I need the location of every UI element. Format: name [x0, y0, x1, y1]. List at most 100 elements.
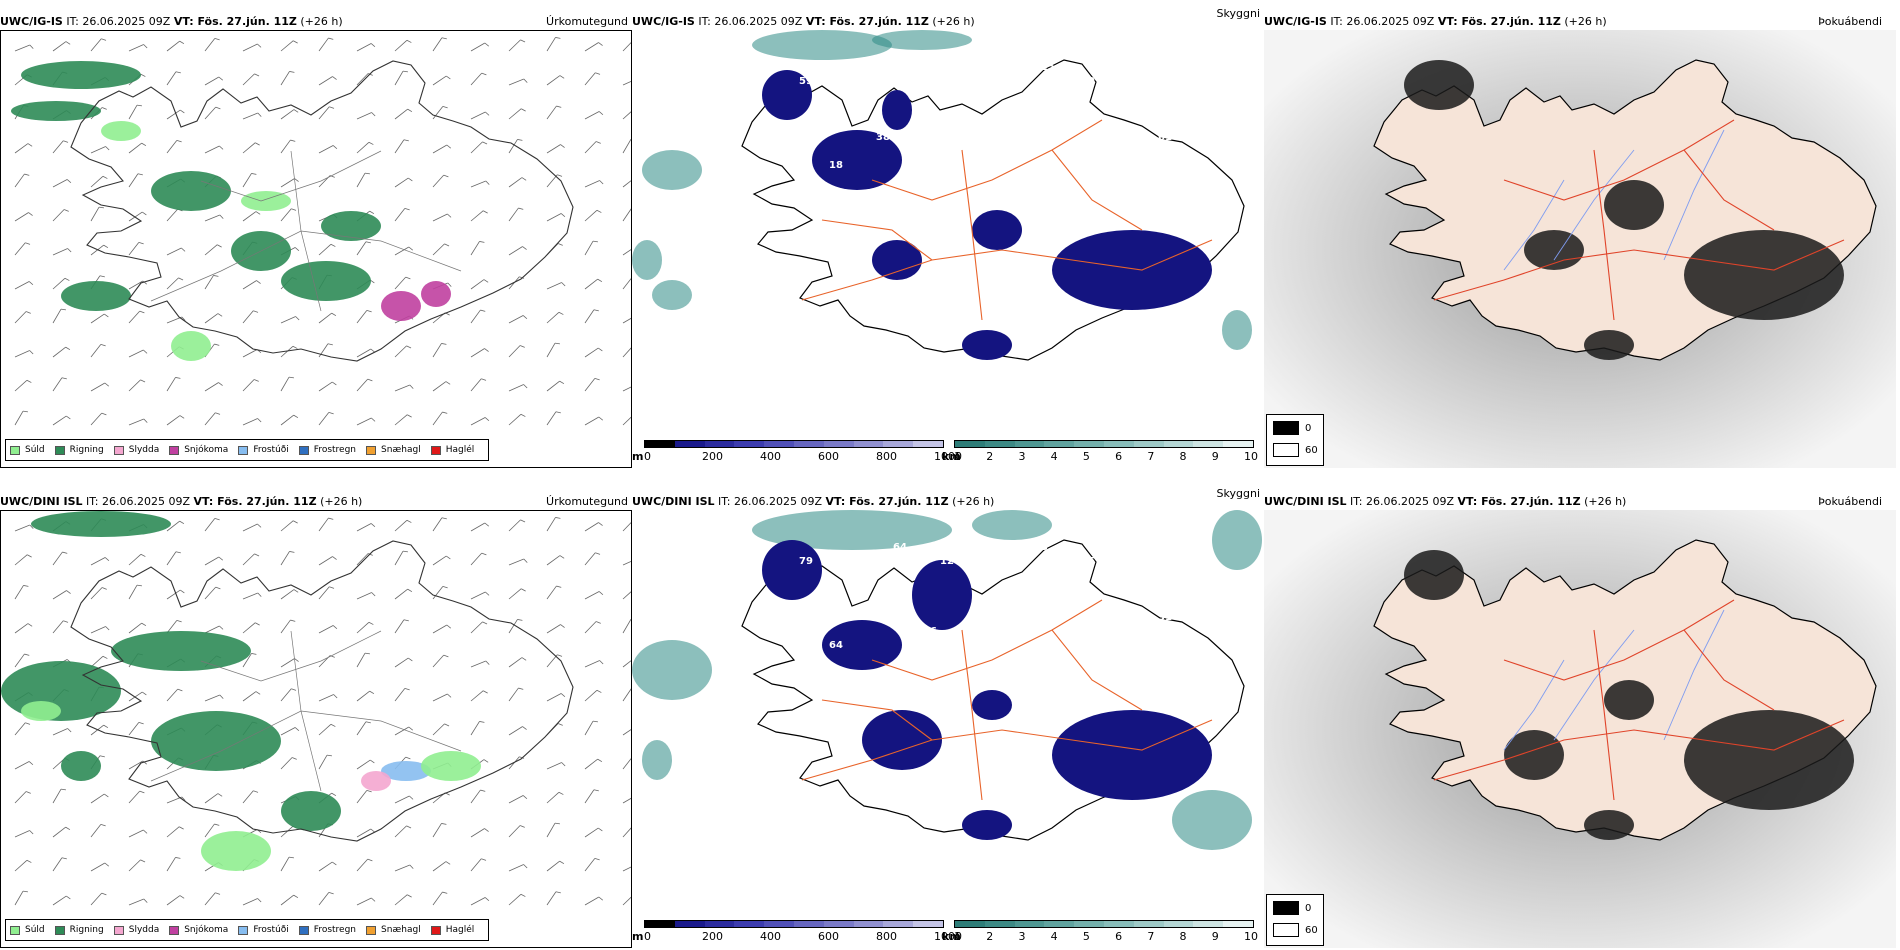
colorbar-bin	[1014, 921, 1045, 927]
colorbar-bin	[645, 921, 675, 927]
visibility-value-label: 243	[940, 76, 961, 87]
legend-item: Frostregn	[298, 445, 356, 455]
legend-label: Snæhagl	[381, 925, 421, 935]
colorbar-tick: 1	[954, 930, 961, 943]
cloud-base-colorbar: m 0 200 400 600 800 1000	[632, 920, 962, 946]
visibility-map-svg: 4759565924369225895220276183864403635266…	[632, 30, 1258, 463]
colorbar-bin	[1103, 921, 1134, 927]
fog-legend-white	[1273, 923, 1299, 937]
low-cloud-area	[972, 210, 1022, 250]
precip-area	[31, 511, 171, 537]
precip-area	[101, 121, 141, 141]
colorbar-tick: 2	[986, 450, 994, 463]
low-cloud-area	[972, 690, 1012, 720]
roads	[801, 119, 1213, 321]
visibility-value-label: 56	[846, 90, 860, 101]
colorbar-tick: 10	[1244, 930, 1258, 943]
fog-dark-area	[1684, 230, 1844, 320]
low-cloud-area	[882, 90, 912, 130]
legend-label: Snjókoma	[184, 445, 229, 455]
fog-panel-row2: UWC/DINI ISL IT: 26.06.2025 09Z VT: Fös.…	[1264, 488, 1896, 948]
fog-area	[872, 30, 972, 50]
legend-label: Frostúði	[253, 925, 289, 935]
colorbar-bin	[764, 441, 794, 447]
precip-area	[381, 291, 421, 321]
visibility-value-label: 89	[1081, 76, 1095, 87]
precip-area	[321, 211, 381, 241]
colorbar-tick: 4	[1050, 930, 1058, 943]
legend-swatch	[430, 925, 441, 935]
colorbar-bin	[793, 921, 824, 927]
fog-panel-row1: UWC/IG-IS IT: 26.06.2025 09Z VT: Fös. 27…	[1264, 8, 1896, 468]
fog-dark-area	[1604, 680, 1654, 720]
precip-area	[421, 281, 451, 307]
fog-dark-area	[1584, 810, 1634, 840]
legend-item: Slydda	[113, 925, 160, 935]
visibility-value-label: 47	[752, 62, 766, 73]
colorbar-unit: km	[942, 450, 961, 463]
colorbar-bin	[1044, 441, 1075, 447]
colorbar-tick: 200	[702, 450, 723, 463]
colorbar-tick: 600	[818, 930, 839, 943]
legend-label: Haglél	[445, 445, 475, 455]
colorbar-bin	[1103, 441, 1134, 447]
precip-area	[151, 171, 231, 211]
colorbar-bin	[984, 921, 1015, 927]
colorbar-bin	[853, 921, 884, 927]
legend-label: Slydda	[128, 925, 160, 935]
colorbar-bin	[1044, 921, 1075, 927]
legend-item: Haglél	[430, 445, 475, 455]
panel-title: UWC/DINI ISL IT: 26.06.2025 09Z VT: Fös.…	[1264, 495, 1882, 508]
colorbar-tick: 1	[954, 450, 961, 463]
legend-swatch	[113, 445, 124, 455]
colorbar-bin	[823, 441, 854, 447]
legend-label: Súld	[25, 925, 45, 935]
colorbar-tick: 3	[1018, 450, 1026, 463]
fog-area	[642, 150, 702, 190]
colorbar-unit: km	[942, 930, 961, 943]
colorbar-tick: 8	[1179, 930, 1187, 943]
road-lines	[150, 630, 462, 792]
low-cloud-area	[962, 810, 1012, 840]
precip-map-svg	[11, 37, 632, 426]
visibility-value-label: 36	[1017, 132, 1031, 143]
visibility-value-label: 79	[799, 556, 813, 567]
visibility-value-label: 53	[1034, 542, 1048, 553]
low-cloud-area	[822, 620, 902, 670]
panel-title: UWC/IG-IS IT: 26.06.2025 09Z VT: Fös. 27…	[632, 8, 1260, 28]
fog-iceland	[1373, 539, 1877, 841]
legend-item: Súld	[10, 925, 45, 935]
colorbar-bin	[913, 921, 943, 927]
precip-type-panel-row1: UWC/IG-IS IT: 26.06.2025 09Z VT: Fös. 27…	[0, 8, 632, 468]
fog-area	[1172, 790, 1252, 850]
legend-label: Snæhagl	[381, 445, 421, 455]
visibility-value-label: 40	[970, 160, 984, 171]
wind-barbs	[14, 517, 632, 906]
fog-legend-black	[1273, 901, 1299, 915]
colorbar-bin	[1014, 441, 1045, 447]
low-cloud-area	[862, 710, 942, 770]
fog-iceland	[1373, 59, 1877, 361]
visibility-value-label: 49	[1064, 626, 1078, 637]
colorbar-tick: 600	[818, 450, 839, 463]
precip-area	[281, 791, 341, 831]
fog-legend-black	[1273, 421, 1299, 435]
visibility-value-label: 40	[812, 710, 826, 721]
legend-item: Slydda	[113, 445, 160, 455]
colorbar-bin	[1074, 441, 1104, 447]
roads	[1433, 119, 1845, 321]
precip-area	[421, 751, 481, 781]
legend-item: Haglél	[430, 925, 474, 935]
precip-area	[151, 711, 281, 771]
colorbar-bin	[823, 921, 854, 927]
legend-swatch	[169, 925, 180, 935]
visibility-value-label: 53	[752, 542, 766, 553]
panel-title: UWC/DINI ISL IT: 26.06.2025 09Z VT: Fös.…	[632, 488, 1260, 508]
fog-area	[972, 510, 1052, 540]
legend-label: Slydda	[128, 445, 160, 455]
visibility-value-label: 64	[829, 640, 843, 651]
visibility-value-label: 37	[859, 682, 873, 693]
colorbar-tick: 800	[876, 450, 897, 463]
fog-area	[632, 640, 712, 700]
colorbar-strip	[954, 440, 1254, 448]
